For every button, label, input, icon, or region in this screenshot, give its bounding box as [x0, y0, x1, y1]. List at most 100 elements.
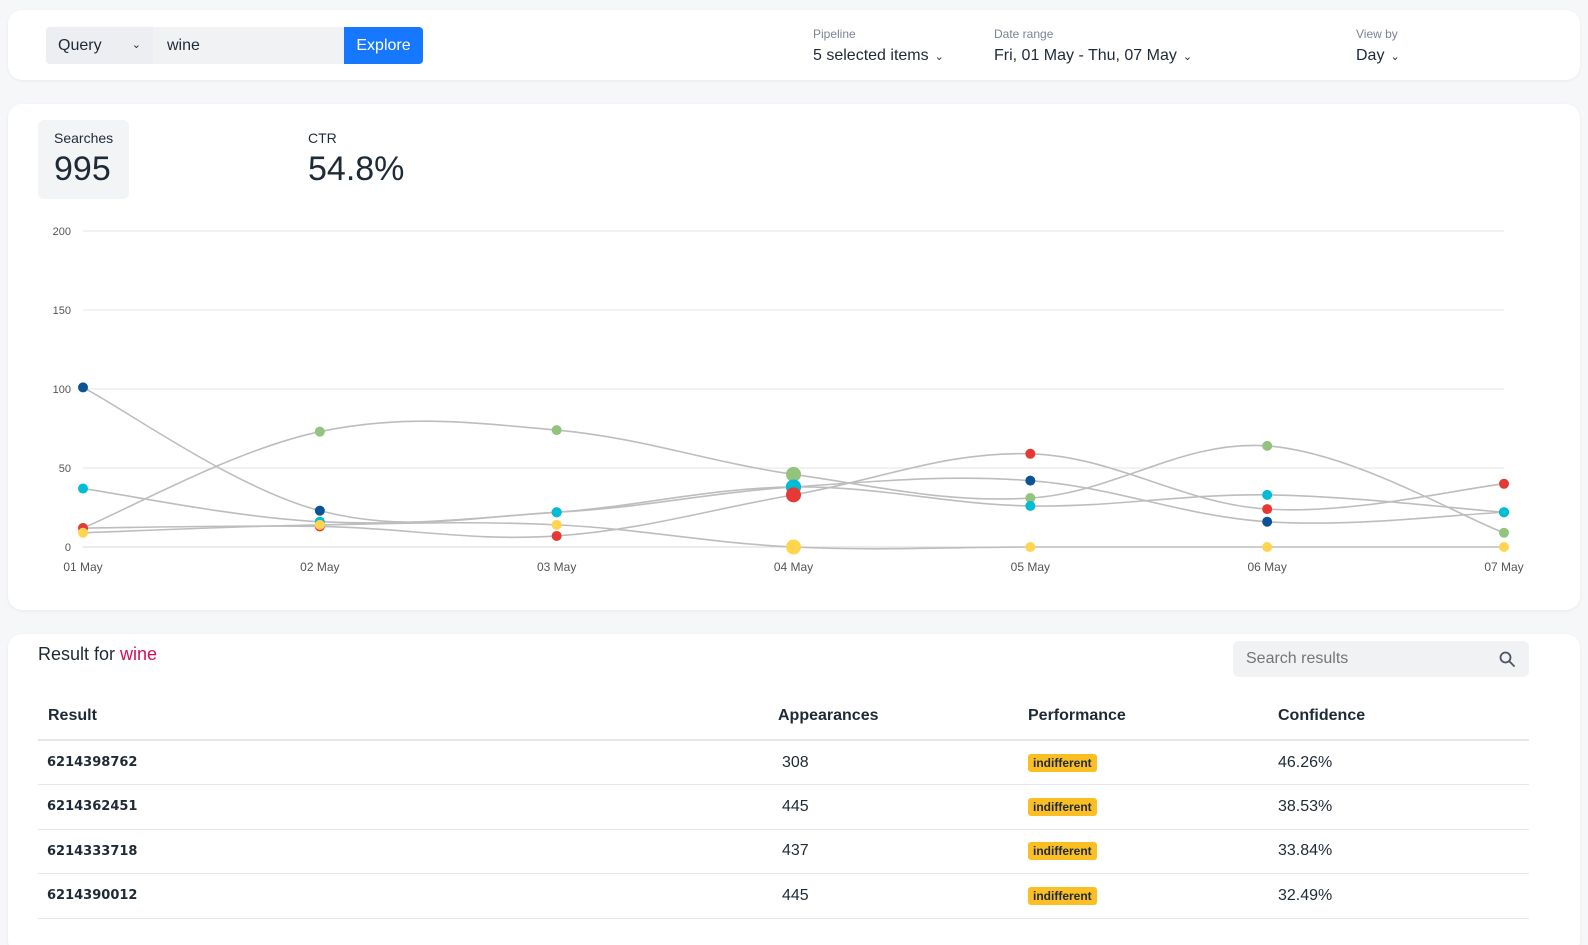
- results-table: Result Appearances Performance Confidenc…: [38, 692, 1529, 919]
- x-tick-label: 03 May: [537, 560, 576, 574]
- results-title: Result for wine: [38, 644, 157, 665]
- view-by-label: View by: [1356, 27, 1398, 41]
- result-id: 6214398762: [38, 740, 778, 785]
- filter-bar: Query ⌄ Explore Pipeline 5 selected item…: [8, 10, 1580, 80]
- data-point: [1262, 516, 1273, 527]
- data-point: [551, 519, 562, 530]
- series-line: [82, 386, 1505, 524]
- x-tick-label: 05 May: [1011, 560, 1050, 574]
- chevron-down-icon: ⌄: [1182, 51, 1193, 63]
- performance-badge: indifferent: [1028, 753, 1097, 772]
- data-point: [78, 382, 88, 393]
- data-point: [786, 487, 801, 503]
- data-point: [1262, 542, 1273, 552]
- date-range-label: Date range: [994, 27, 1054, 41]
- results-search-input[interactable]: [1233, 641, 1483, 677]
- y-tick-label: 50: [59, 463, 71, 475]
- explore-button[interactable]: Explore: [344, 27, 423, 64]
- data-point: [78, 527, 88, 538]
- kpi-value: 995: [54, 150, 111, 188]
- performance-cell: indifferent: [1028, 829, 1278, 874]
- data-point: [1025, 475, 1036, 486]
- kpi-value: 54.8%: [308, 150, 405, 188]
- data-point: [1262, 440, 1273, 451]
- chevron-down-icon: ⌄: [934, 51, 944, 63]
- confidence-value: 38.53%: [1278, 784, 1529, 830]
- performance-badge: indifferent: [1028, 842, 1097, 861]
- column-header-result[interactable]: Result: [38, 692, 778, 741]
- data-point: [1499, 527, 1509, 538]
- query-input[interactable]: [153, 27, 344, 64]
- kpi-searches[interactable]: Searches 995: [38, 120, 130, 199]
- data-point: [1262, 489, 1273, 500]
- performance-badge: indifferent: [1028, 886, 1097, 905]
- searches-line-chart: 0 50 100 150 200 01 May 02 May 03 May 04 May 05 M…: [53, 226, 1524, 574]
- data-point: [78, 483, 88, 494]
- pipeline-label: Pipeline: [813, 27, 856, 41]
- x-tick-label: 07 May: [1484, 560, 1523, 574]
- table-row[interactable]: 6214333718 437 indifferent 33.84%: [38, 829, 1529, 874]
- date-range-value[interactable]: Fri, 01 May - Thu, 07 May ⌄: [994, 47, 1193, 64]
- result-id: 6214333718: [38, 829, 778, 874]
- column-header-performance[interactable]: Performance: [1028, 692, 1278, 741]
- table-row[interactable]: 6214390012 445 indifferent 32.49%: [38, 873, 1529, 919]
- x-tick-label: 06 May: [1247, 560, 1286, 574]
- table-row[interactable]: 6214398762 308 indifferent 46.26%: [38, 740, 1529, 785]
- results-search[interactable]: [1233, 641, 1529, 677]
- appearances-value: 308: [778, 740, 1028, 785]
- kpi-ctr[interactable]: CTR 54.8%: [292, 120, 420, 199]
- performance-badge: indifferent: [1028, 797, 1097, 816]
- table-header-row: Result Appearances Performance Confidenc…: [38, 692, 1529, 741]
- appearances-value: 445: [778, 873, 1028, 919]
- data-point: [551, 530, 562, 541]
- query-type-select[interactable]: Query ⌄: [46, 27, 153, 64]
- table-row[interactable]: 6214362451 445 indifferent 38.53%: [38, 784, 1529, 830]
- results-query: wine: [120, 644, 158, 664]
- appearances-value: 445: [778, 784, 1028, 830]
- kpi-label: CTR: [308, 130, 337, 146]
- performance-cell: indifferent: [1028, 873, 1278, 919]
- chevron-down-icon: ⌄: [1390, 51, 1400, 63]
- data-point: [786, 466, 801, 482]
- confidence-value: 46.26%: [1278, 740, 1529, 785]
- metrics-card: Searches 995 CTR 54.8% 0 50 100 150 200 01 Ma…: [8, 104, 1580, 610]
- x-tick-label: 04 May: [774, 560, 813, 574]
- chevron-down-icon: ⌄: [131, 39, 141, 51]
- confidence-value: 33.84%: [1278, 829, 1529, 874]
- performance-cell: indifferent: [1028, 784, 1278, 830]
- data-point: [786, 539, 801, 555]
- result-id: 6214362451: [38, 784, 778, 830]
- column-header-confidence[interactable]: Confidence: [1278, 692, 1529, 741]
- y-tick-label: 150: [53, 305, 71, 317]
- y-tick-label: 0: [65, 542, 71, 554]
- data-point: [1499, 478, 1509, 489]
- pipeline-value[interactable]: 5 selected items ⌄: [813, 47, 944, 64]
- appearances-value: 437: [778, 829, 1028, 874]
- confidence-value: 32.49%: [1278, 873, 1529, 919]
- y-tick-label: 100: [53, 384, 71, 396]
- x-tick-label: 02 May: [300, 560, 339, 574]
- x-tick-label: 01 May: [63, 560, 102, 574]
- search-icon[interactable]: [1499, 651, 1515, 667]
- results-title-prefix: Result for: [38, 644, 116, 664]
- kpi-label: Searches: [54, 130, 114, 146]
- result-id: 6214390012: [38, 873, 778, 919]
- data-point: [1025, 448, 1036, 459]
- view-by-filter[interactable]: View by Day ⌄: [1356, 27, 1400, 65]
- data-point: [1499, 507, 1509, 518]
- view-by-value[interactable]: Day ⌄: [1356, 47, 1400, 64]
- data-point: [1262, 504, 1273, 515]
- data-point: [551, 425, 562, 436]
- date-range-filter[interactable]: Date range Fri, 01 May - Thu, 07 May ⌄: [994, 27, 1192, 65]
- data-point: [1025, 500, 1036, 511]
- query-type-label: Query: [58, 37, 102, 54]
- data-point: [1025, 542, 1036, 552]
- data-point: [314, 505, 325, 516]
- column-header-appearances[interactable]: Appearances: [778, 692, 1028, 741]
- data-point: [551, 507, 562, 518]
- y-tick-label: 200: [53, 226, 71, 238]
- pipeline-filter[interactable]: Pipeline 5 selected items ⌄: [813, 27, 944, 65]
- data-point: [314, 426, 325, 437]
- data-point: [1499, 542, 1509, 552]
- results-card: Result for wine Result Appearances Perfo…: [8, 634, 1580, 945]
